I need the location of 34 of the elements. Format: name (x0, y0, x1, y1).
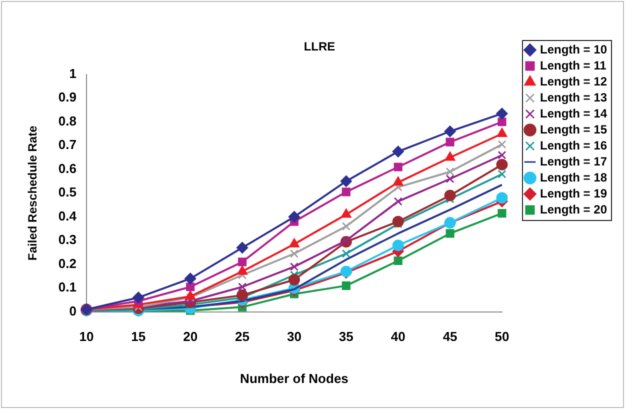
y-tick-label: 0.2 (58, 256, 76, 271)
legend-label: Length = 11 (540, 58, 607, 72)
x-tick-label: 35 (338, 329, 354, 344)
x-tick-label: 15 (131, 329, 146, 344)
y-tick-label: 0.8 (58, 113, 76, 128)
x-tick-label: 45 (442, 329, 458, 344)
legend-label: Length = 12 (540, 74, 608, 88)
y-tick-label: 0.7 (58, 137, 76, 152)
y-tick-label: 1 (69, 66, 76, 81)
legend-label: Length = 13 (540, 90, 608, 104)
legend-label: Length = 20 (540, 202, 608, 216)
legend-label: Length = 14 (540, 106, 608, 120)
x-tick-label: 50 (494, 329, 510, 344)
y-tick-label: 0.6 (58, 160, 76, 176)
legend-label: Length = 19 (540, 186, 608, 200)
y-tick-label: 0.3 (58, 232, 76, 248)
legend-label: Length = 17 (540, 154, 608, 168)
y-tick-label: 0 (69, 303, 76, 318)
legend-label: Length = 15 (540, 122, 608, 136)
x-tick-label: 40 (390, 329, 406, 344)
x-tick-label: 30 (286, 329, 302, 344)
y-tick-label: 0.5 (58, 184, 76, 200)
x-tick-label: 25 (235, 329, 250, 344)
y-tick-label: 0.1 (58, 280, 76, 295)
legend-label: Length = 18 (540, 170, 608, 184)
y-tick-label: 0.4 (58, 208, 78, 224)
legend-label: Length = 10 (540, 42, 608, 56)
x-tick-label: 20 (183, 329, 198, 344)
chart-title: LLRE (304, 40, 336, 54)
x-axis-title: Number of Nodes (240, 370, 348, 386)
y-tick-label: 0.9 (58, 90, 76, 105)
x-tick-label: 10 (79, 329, 94, 344)
y-axis-title: Failed Reschedule Rate (26, 125, 40, 260)
legend-label: Length = 16 (540, 138, 608, 152)
